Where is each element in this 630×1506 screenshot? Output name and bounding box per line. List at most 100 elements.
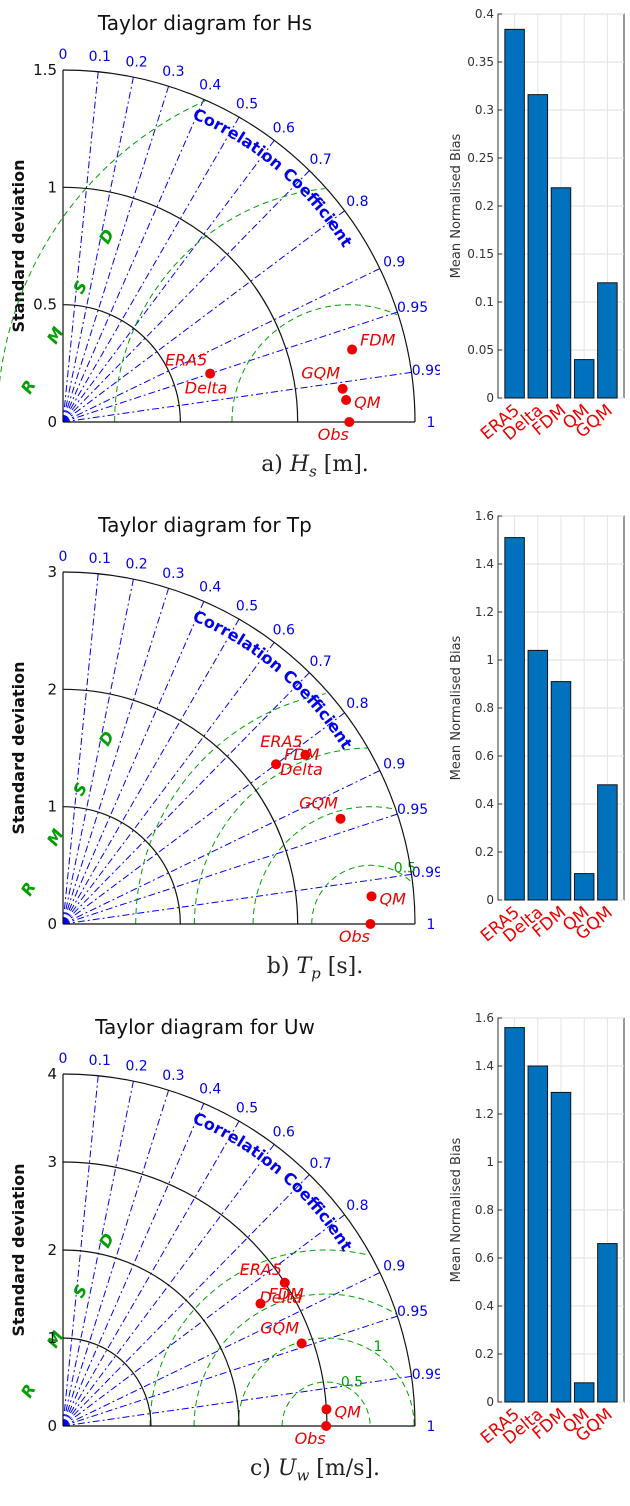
rmsd-contour	[135, 693, 326, 925]
bar	[597, 282, 618, 399]
data-point-label: Obs	[318, 425, 349, 444]
bar	[573, 359, 595, 399]
correlation-tick-label: 0	[59, 1051, 68, 1067]
chart-title: Taylor diagram for Uw	[94, 1015, 315, 1039]
y-tick-label: 0.8	[475, 1203, 494, 1217]
correlation-tick-label: 0.9	[383, 1259, 405, 1275]
panel-uw: Taylor diagram for Uw Standard deviation 0…	[0, 1004, 630, 1506]
correlation-tick-label: 0.5	[236, 1100, 258, 1116]
correlation-tick-label: 0.5	[236, 598, 258, 614]
rmsd-level-label: 0.5	[394, 861, 416, 877]
correlation-tick-label: 0.6	[273, 623, 295, 639]
std-dev-tick-label: 0	[47, 413, 57, 431]
y-tick-label: 0.4	[475, 797, 494, 811]
y-tick-label: 0.3	[475, 103, 494, 117]
std-dev-tick-label: 2	[47, 680, 57, 698]
taylor-diagram-uw: Taylor diagram for Uw Standard deviation 0…	[9, 1015, 440, 1448]
y-tick-label: 1.4	[475, 557, 494, 571]
caption-subscript: w	[296, 1466, 310, 1485]
correlation-tick-label: 0.3	[162, 566, 184, 582]
std-dev-arc	[62, 1073, 416, 1427]
std-dev-tick-label: 1	[47, 1329, 57, 1347]
rmsd-level-label: 0.5	[341, 1374, 363, 1390]
correlation-tick-label: 0.95	[397, 802, 428, 818]
data-point	[296, 1338, 307, 1349]
data-point-label: FDM	[284, 745, 320, 764]
y-tick-label: 0.25	[467, 151, 494, 165]
y-axis-label: Mean Normalised Bias	[449, 133, 464, 278]
bar	[504, 28, 525, 399]
data-point	[279, 1277, 290, 1288]
bias-bar-chart-tp: 0 0.2 0.4 0.6 0.8 1 1.2 1.4 1.6 Mean Normalised B…	[449, 509, 625, 947]
correlation-ray	[62, 573, 99, 925]
correlation-tick-label: 0.99	[412, 363, 440, 379]
y-tick-label: 0	[486, 391, 494, 405]
rmsd-axis-letter: S	[69, 780, 91, 799]
rmsd-axis-letter: M	[43, 826, 67, 849]
std-dev-tick-label: 3	[47, 563, 57, 581]
std-dev-arc	[62, 304, 181, 423]
correlation-tick-label: 0.99	[412, 1367, 440, 1383]
caption-symbol: U	[277, 1456, 297, 1481]
y-tick-label: 0.6	[475, 749, 494, 763]
y-axis-label: Standard deviation	[9, 1163, 28, 1336]
correlation-tick-label: 0.7	[309, 152, 331, 168]
correlation-tick-label: 0.2	[125, 556, 147, 572]
data-point-label: Delta	[185, 379, 228, 398]
correlation-ray	[62, 140, 275, 423]
correlation-tick-label: 0.8	[346, 1198, 368, 1214]
correlation-ray	[62, 170, 310, 423]
data-point	[205, 368, 216, 379]
y-axis-label: Mean Normalised Bias	[449, 635, 464, 780]
y-tick-label: 0.1	[475, 295, 494, 309]
y-tick-label: 1.2	[475, 1107, 494, 1121]
correlation-tick-label: 0.6	[273, 1125, 295, 1141]
y-tick-label: 0.15	[467, 247, 494, 261]
y-tick-label: 0.4	[475, 7, 494, 21]
data-point	[335, 813, 346, 824]
bar	[597, 784, 618, 901]
y-tick-label: 0.2	[475, 1347, 494, 1361]
bar	[597, 1243, 618, 1403]
data-point-label: ERA5	[260, 732, 302, 751]
std-dev-tick-label: 1.5	[33, 61, 57, 79]
rmsd-axis-letter: R	[17, 1381, 40, 1401]
caption-subscript: s	[309, 462, 317, 481]
bar	[504, 1027, 525, 1403]
correlation-tick-label: 0.9	[383, 255, 405, 271]
rmsd-axis-letter: D	[95, 1230, 118, 1251]
data-point-label: Delta	[280, 760, 323, 779]
correlation-ray	[62, 813, 398, 925]
std-dev-tick-label: 1	[47, 178, 57, 196]
rmsd-axis-letter: D	[95, 728, 118, 749]
y-tick-label: 0.35	[467, 55, 494, 69]
rmsd-contour	[252, 806, 395, 924]
y-tick-label: 1.6	[475, 509, 494, 523]
correlation-tick-label: 0.7	[309, 1156, 331, 1172]
bar	[527, 649, 549, 901]
correlation-ray	[62, 712, 345, 925]
y-tick-label: 1.2	[475, 605, 494, 619]
std-dev-arc	[62, 571, 416, 925]
std-dev-tick-label: 4	[47, 1065, 57, 1083]
panel-tp: Taylor diagram for Tp Standard deviation 0…	[0, 502, 630, 1004]
y-tick-label: 0.4	[475, 1299, 494, 1313]
y-tick-label: 1.6	[475, 1011, 494, 1025]
y-tick-label: 1	[486, 1155, 494, 1169]
correlation-ray	[62, 873, 412, 925]
taylor-diagram-hs: Taylor diagram for Hs Standard deviation 0…	[0, 11, 440, 444]
bar	[550, 681, 572, 901]
correlation-tick-label: 0.4	[199, 580, 221, 596]
std-dev-arc	[62, 1249, 240, 1427]
bias-bar-chart-uw: 0 0.2 0.4 0.6 0.8 1 1.2 1.4 1.6 Mean Normalised B…	[449, 1011, 625, 1449]
correlation-tick-label: 0.3	[162, 64, 184, 80]
correlation-tick-label: 1	[427, 415, 436, 431]
data-point	[321, 1404, 332, 1415]
data-point-label: ERA5	[240, 1260, 282, 1279]
data-point-label: GQM	[299, 794, 338, 813]
rmsd-axis-letter: S	[69, 278, 91, 297]
correlation-ray	[62, 588, 170, 925]
correlation-tick-label: 0.1	[89, 1053, 111, 1069]
data-point-label: ERA5	[165, 351, 207, 370]
data-point-label: Delta	[259, 1288, 302, 1307]
